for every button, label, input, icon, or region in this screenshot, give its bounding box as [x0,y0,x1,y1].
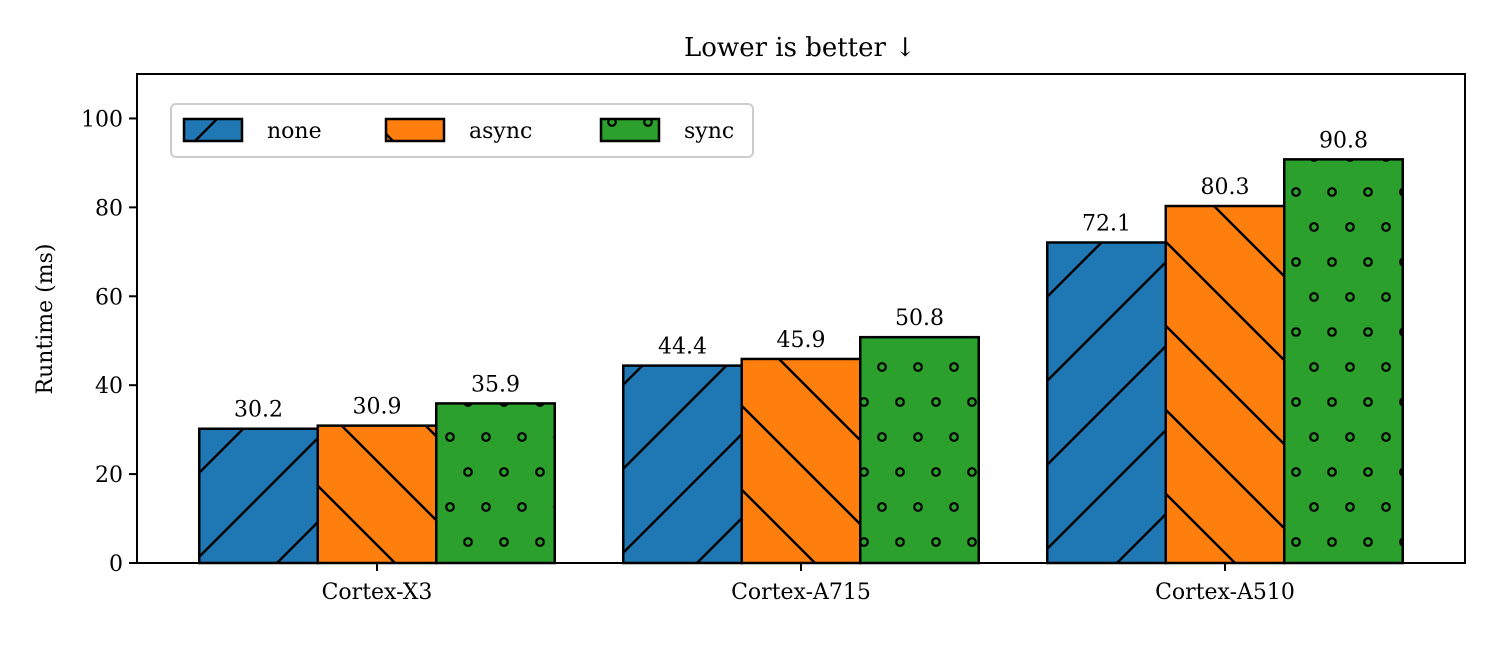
data-label: 80.3 [1201,175,1250,200]
y-axis-title: Runtime (ms) [33,244,58,395]
legend-item-sync: sync [599,117,734,144]
y-tick-label: 0 [109,552,123,577]
x-tick-label: Cortex-X3 [322,580,433,605]
data-label: 90.8 [1319,128,1368,153]
legend-swatch-hatch [599,117,661,143]
bar-none-2 [1046,241,1167,565]
legend-frame [170,103,754,158]
y-axis-ticks: 0 20 40 60 80 100 [81,107,137,577]
bar-hatch [316,424,438,565]
bar-none-1 [622,364,743,565]
bar-hatch [740,357,862,565]
bar-hatch [1164,204,1286,565]
bar-hatch [622,364,743,565]
chart-title: Lower is better ↓ [684,33,916,63]
legend: none async sync [170,103,754,158]
bar-hatch [1046,241,1167,565]
data-label: 44.4 [658,335,707,360]
x-tick-label: Cortex-A510 [1155,580,1295,605]
bar-async-1 [740,357,862,565]
bar-none-0 [198,427,319,565]
bar-sync-2 [1283,158,1404,565]
legend-swatch-hatch [384,117,446,143]
y-tick-label: 20 [95,463,123,488]
data-label: 35.9 [471,372,520,397]
y-tick-label: 60 [95,285,123,310]
bar-sync-0 [435,402,556,565]
data-labels-group: 30.2 44.4 72.1 30.9 45.9 80.3 35.9 50.8 90.8 [234,128,1368,422]
bar-sync-1 [859,335,980,565]
legend-label: sync [684,119,734,144]
data-label: 50.8 [895,306,944,331]
data-label: 30.9 [353,395,402,420]
legend-item-async: async [384,117,532,144]
bar-async-2 [1164,204,1286,565]
data-label: 72.1 [1082,211,1131,236]
bar-hatch [859,335,980,565]
data-label: 45.9 [777,328,826,353]
legend-label: none [267,119,322,144]
legend-swatch-hatch [182,117,244,143]
x-axis-ticks: Cortex-X3 Cortex-A715 Cortex-A510 [322,563,1295,605]
legend-label: async [469,119,532,144]
y-tick-label: 100 [81,107,123,132]
legend-item-none: none [182,117,322,144]
y-tick-label: 80 [95,196,123,221]
bar-async-0 [316,424,438,565]
bar-hatch [198,427,319,565]
x-tick-label: Cortex-A715 [731,580,871,605]
bar-hatch [435,402,556,565]
data-label: 30.2 [234,398,283,423]
bars-group [198,158,1404,565]
y-tick-label: 40 [95,374,123,399]
bar-hatch [1283,158,1404,565]
